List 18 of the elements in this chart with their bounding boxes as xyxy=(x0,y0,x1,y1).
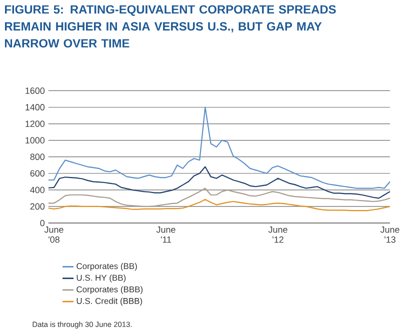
x-tick-label: June '13 xyxy=(380,226,400,243)
y-tick-label: 600 xyxy=(30,170,45,177)
x-tick-label: June '08 xyxy=(44,226,64,243)
chart-title: FIGURE 5: RATING-EQUIVALENT CORPORATE SPREADS REMAIN HIGHER IN ASIA VERSUS U.S., BUT GAP MAY NARROW OVER TIME xyxy=(4,5,336,48)
y-tick-label: 1200 xyxy=(26,120,45,127)
legend-label: U.S. HY (BB) xyxy=(76,274,126,282)
y-tick-label: 400 xyxy=(30,186,45,194)
x-tick-label: June '12 xyxy=(268,226,288,243)
y-tick-label: 200 xyxy=(30,203,45,210)
y-tick-label: 1400 xyxy=(26,104,45,110)
legend-label: Corporates (BB) xyxy=(76,262,137,271)
legend-label: U.S. Credit (BBB) xyxy=(76,298,142,306)
y-tick-label: 800 xyxy=(30,154,45,160)
y-tick-label: 1000 xyxy=(26,137,45,144)
x-tick-label: June '11 xyxy=(156,226,176,243)
y-tick-label: 1600 xyxy=(26,88,45,94)
legend-label: Corporates (BBB) xyxy=(76,286,143,294)
y-tick-label: 0 xyxy=(40,220,45,226)
